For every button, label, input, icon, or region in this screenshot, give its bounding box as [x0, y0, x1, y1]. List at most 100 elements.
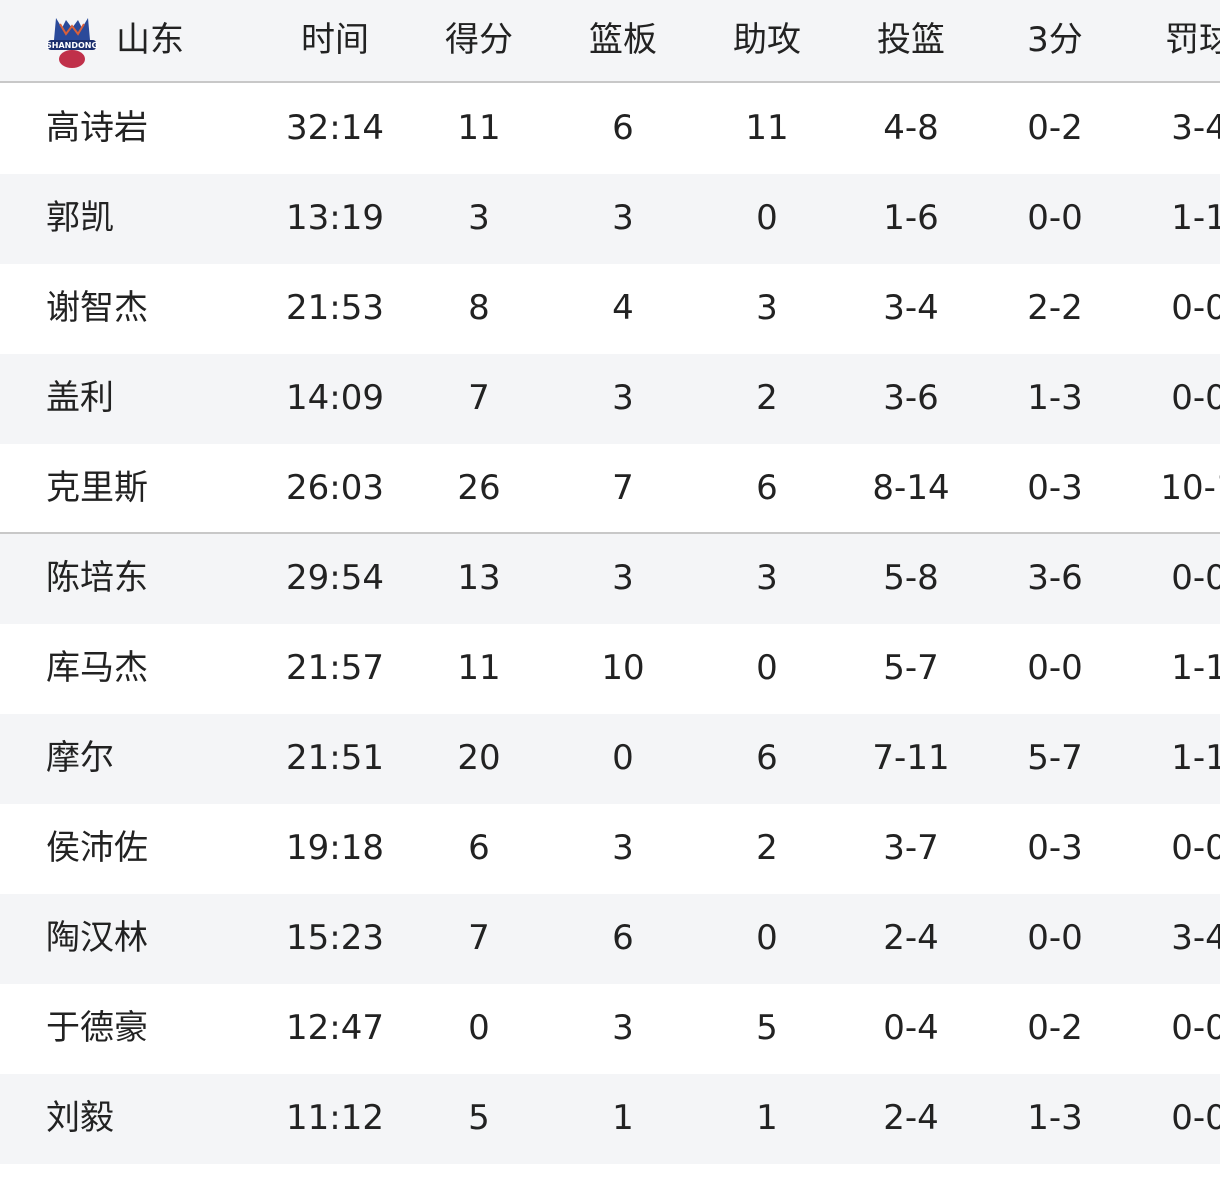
column-header-rebounds[interactable]: 篮板	[589, 20, 657, 60]
stat-rebounds: 3	[612, 558, 634, 598]
stat-assists: 3	[756, 558, 778, 598]
stat-three-pointers: 0-3	[1027, 468, 1083, 508]
column-header-assists[interactable]: 助攻	[733, 20, 801, 60]
stat-three-pointers: 0-3	[1027, 828, 1083, 868]
player-name[interactable]: 摩尔	[46, 738, 114, 778]
stat-points: 3	[468, 198, 490, 238]
stat-free-throws: 0-0	[1171, 378, 1220, 418]
stat-time: 21:57	[286, 648, 384, 688]
stat-rebounds: 7	[612, 468, 634, 508]
table-row[interactable]: 盖利 14:09 7 3 2 3-6 1-3 0-0	[0, 354, 1220, 444]
svg-text:SHANDONG: SHANDONG	[46, 41, 98, 50]
stat-time: 11:12	[286, 1098, 384, 1138]
stat-points: 20	[457, 738, 501, 778]
stat-points: 0	[468, 1008, 490, 1048]
stat-free-throws: 0-0	[1171, 558, 1220, 598]
stat-free-throws: 0-0	[1171, 288, 1220, 328]
stat-time: 14:09	[286, 378, 384, 418]
stat-time: 21:53	[286, 288, 384, 328]
stat-points: 8	[468, 288, 490, 328]
stat-time: 12:47	[286, 1008, 384, 1048]
team-name: 山东	[116, 20, 184, 60]
stat-field-goals: 3-4	[883, 288, 939, 328]
player-name[interactable]: 于德豪	[46, 1008, 148, 1048]
table-row[interactable]: 侯沛佐 19:18 6 3 2 3-7 0-3 0-0	[0, 804, 1220, 894]
stat-three-pointers: 0-0	[1027, 918, 1083, 958]
player-name[interactable]: 陈培东	[46, 558, 148, 598]
stat-three-pointers: 0-0	[1027, 198, 1083, 238]
stat-free-throws: 0-0	[1171, 828, 1220, 868]
stat-assists: 5	[756, 1008, 778, 1048]
stat-points: 11	[457, 648, 501, 688]
stat-assists: 0	[756, 648, 778, 688]
stat-three-pointers: 1-3	[1027, 1098, 1083, 1138]
stat-rebounds: 1	[612, 1098, 634, 1138]
stat-assists: 0	[756, 198, 778, 238]
stat-assists: 0	[756, 918, 778, 958]
stat-three-pointers: 0-2	[1027, 108, 1083, 148]
player-name[interactable]: 刘毅	[46, 1098, 114, 1138]
stat-points: 5	[468, 1098, 490, 1138]
stat-free-throws: 0-0	[1171, 1098, 1220, 1138]
stat-free-throws: 1-1	[1171, 198, 1220, 238]
stat-time: 15:23	[286, 918, 384, 958]
stat-field-goals: 3-6	[883, 378, 939, 418]
column-header-points[interactable]: 得分	[445, 20, 513, 60]
stat-rebounds: 3	[612, 1008, 634, 1048]
stat-field-goals: 5-8	[883, 558, 939, 598]
stat-rebounds: 6	[612, 108, 634, 148]
stat-three-pointers: 0-2	[1027, 1008, 1083, 1048]
stat-assists: 11	[745, 108, 789, 148]
stat-field-goals: 4-8	[883, 108, 939, 148]
table-row[interactable]: 于德豪 12:47 0 3 5 0-4 0-2 0-0	[0, 984, 1220, 1074]
player-name[interactable]: 陶汉林	[46, 918, 148, 958]
column-header-field-goals[interactable]: 投篮	[877, 20, 945, 60]
stat-time: 32:14	[286, 108, 384, 148]
team-logo-icon: SHANDONG	[46, 18, 98, 68]
stat-time: 21:51	[286, 738, 384, 778]
stat-rebounds: 3	[612, 378, 634, 418]
stat-points: 26	[457, 468, 501, 508]
table-row[interactable]: 谢智杰 21:53 8 4 3 3-4 2-2 0-0	[0, 264, 1220, 354]
stat-field-goals: 0-4	[883, 1008, 939, 1048]
player-name[interactable]: 库马杰	[46, 648, 148, 688]
stat-three-pointers: 5-7	[1027, 738, 1083, 778]
starters-bench-divider	[0, 532, 1220, 534]
stat-points: 7	[468, 918, 490, 958]
table-row[interactable]: 高诗岩 32:14 11 6 11 4-8 0-2 3-4	[0, 84, 1220, 174]
stat-assists: 1	[756, 1098, 778, 1138]
table-row[interactable]: 陈培东 29:54 13 3 3 5-8 3-6 0-0	[0, 534, 1220, 624]
stat-rebounds: 3	[612, 198, 634, 238]
column-header-three-pointers[interactable]: 3分	[1027, 20, 1083, 60]
stat-field-goals: 8-14	[872, 468, 950, 508]
stat-field-goals: 5-7	[883, 648, 939, 688]
stat-field-goals: 1-6	[883, 198, 939, 238]
table-row[interactable]: 库马杰 21:57 11 10 0 5-7 0-0 1-1	[0, 624, 1220, 714]
column-header-free-throws[interactable]: 罚球	[1165, 20, 1220, 60]
stat-field-goals: 7-11	[872, 738, 950, 778]
table-row[interactable]: 郭凯 13:19 3 3 0 1-6 0-0 1-1	[0, 174, 1220, 264]
player-name[interactable]: 郭凯	[46, 198, 114, 238]
player-name[interactable]: 谢智杰	[46, 288, 148, 328]
stat-points: 11	[457, 108, 501, 148]
stat-three-pointers: 1-3	[1027, 378, 1083, 418]
table-row[interactable]: 刘毅 11:12 5 1 1 2-4 1-3 0-0	[0, 1074, 1220, 1164]
player-name[interactable]: 盖利	[46, 378, 114, 418]
stat-rebounds: 10	[601, 648, 645, 688]
stat-points: 13	[457, 558, 501, 598]
stat-time: 29:54	[286, 558, 384, 598]
stat-assists: 3	[756, 288, 778, 328]
player-name[interactable]: 克里斯	[46, 468, 148, 508]
stat-free-throws: 3-4	[1171, 108, 1220, 148]
table-row[interactable]: 陶汉林 15:23 7 6 0 2-4 0-0 3-4	[0, 894, 1220, 984]
stat-time: 19:18	[286, 828, 384, 868]
table-row[interactable]: 克里斯 26:03 26 7 6 8-14 0-3 10-1	[0, 444, 1220, 534]
stat-rebounds: 6	[612, 918, 634, 958]
player-name[interactable]: 侯沛佐	[46, 828, 148, 868]
stat-field-goals: 2-4	[883, 918, 939, 958]
stat-field-goals: 3-7	[883, 828, 939, 868]
player-name[interactable]: 高诗岩	[46, 108, 148, 148]
column-header-time[interactable]: 时间	[301, 20, 369, 60]
table-row[interactable]: 摩尔 21:51 20 0 6 7-11 5-7 1-1	[0, 714, 1220, 804]
